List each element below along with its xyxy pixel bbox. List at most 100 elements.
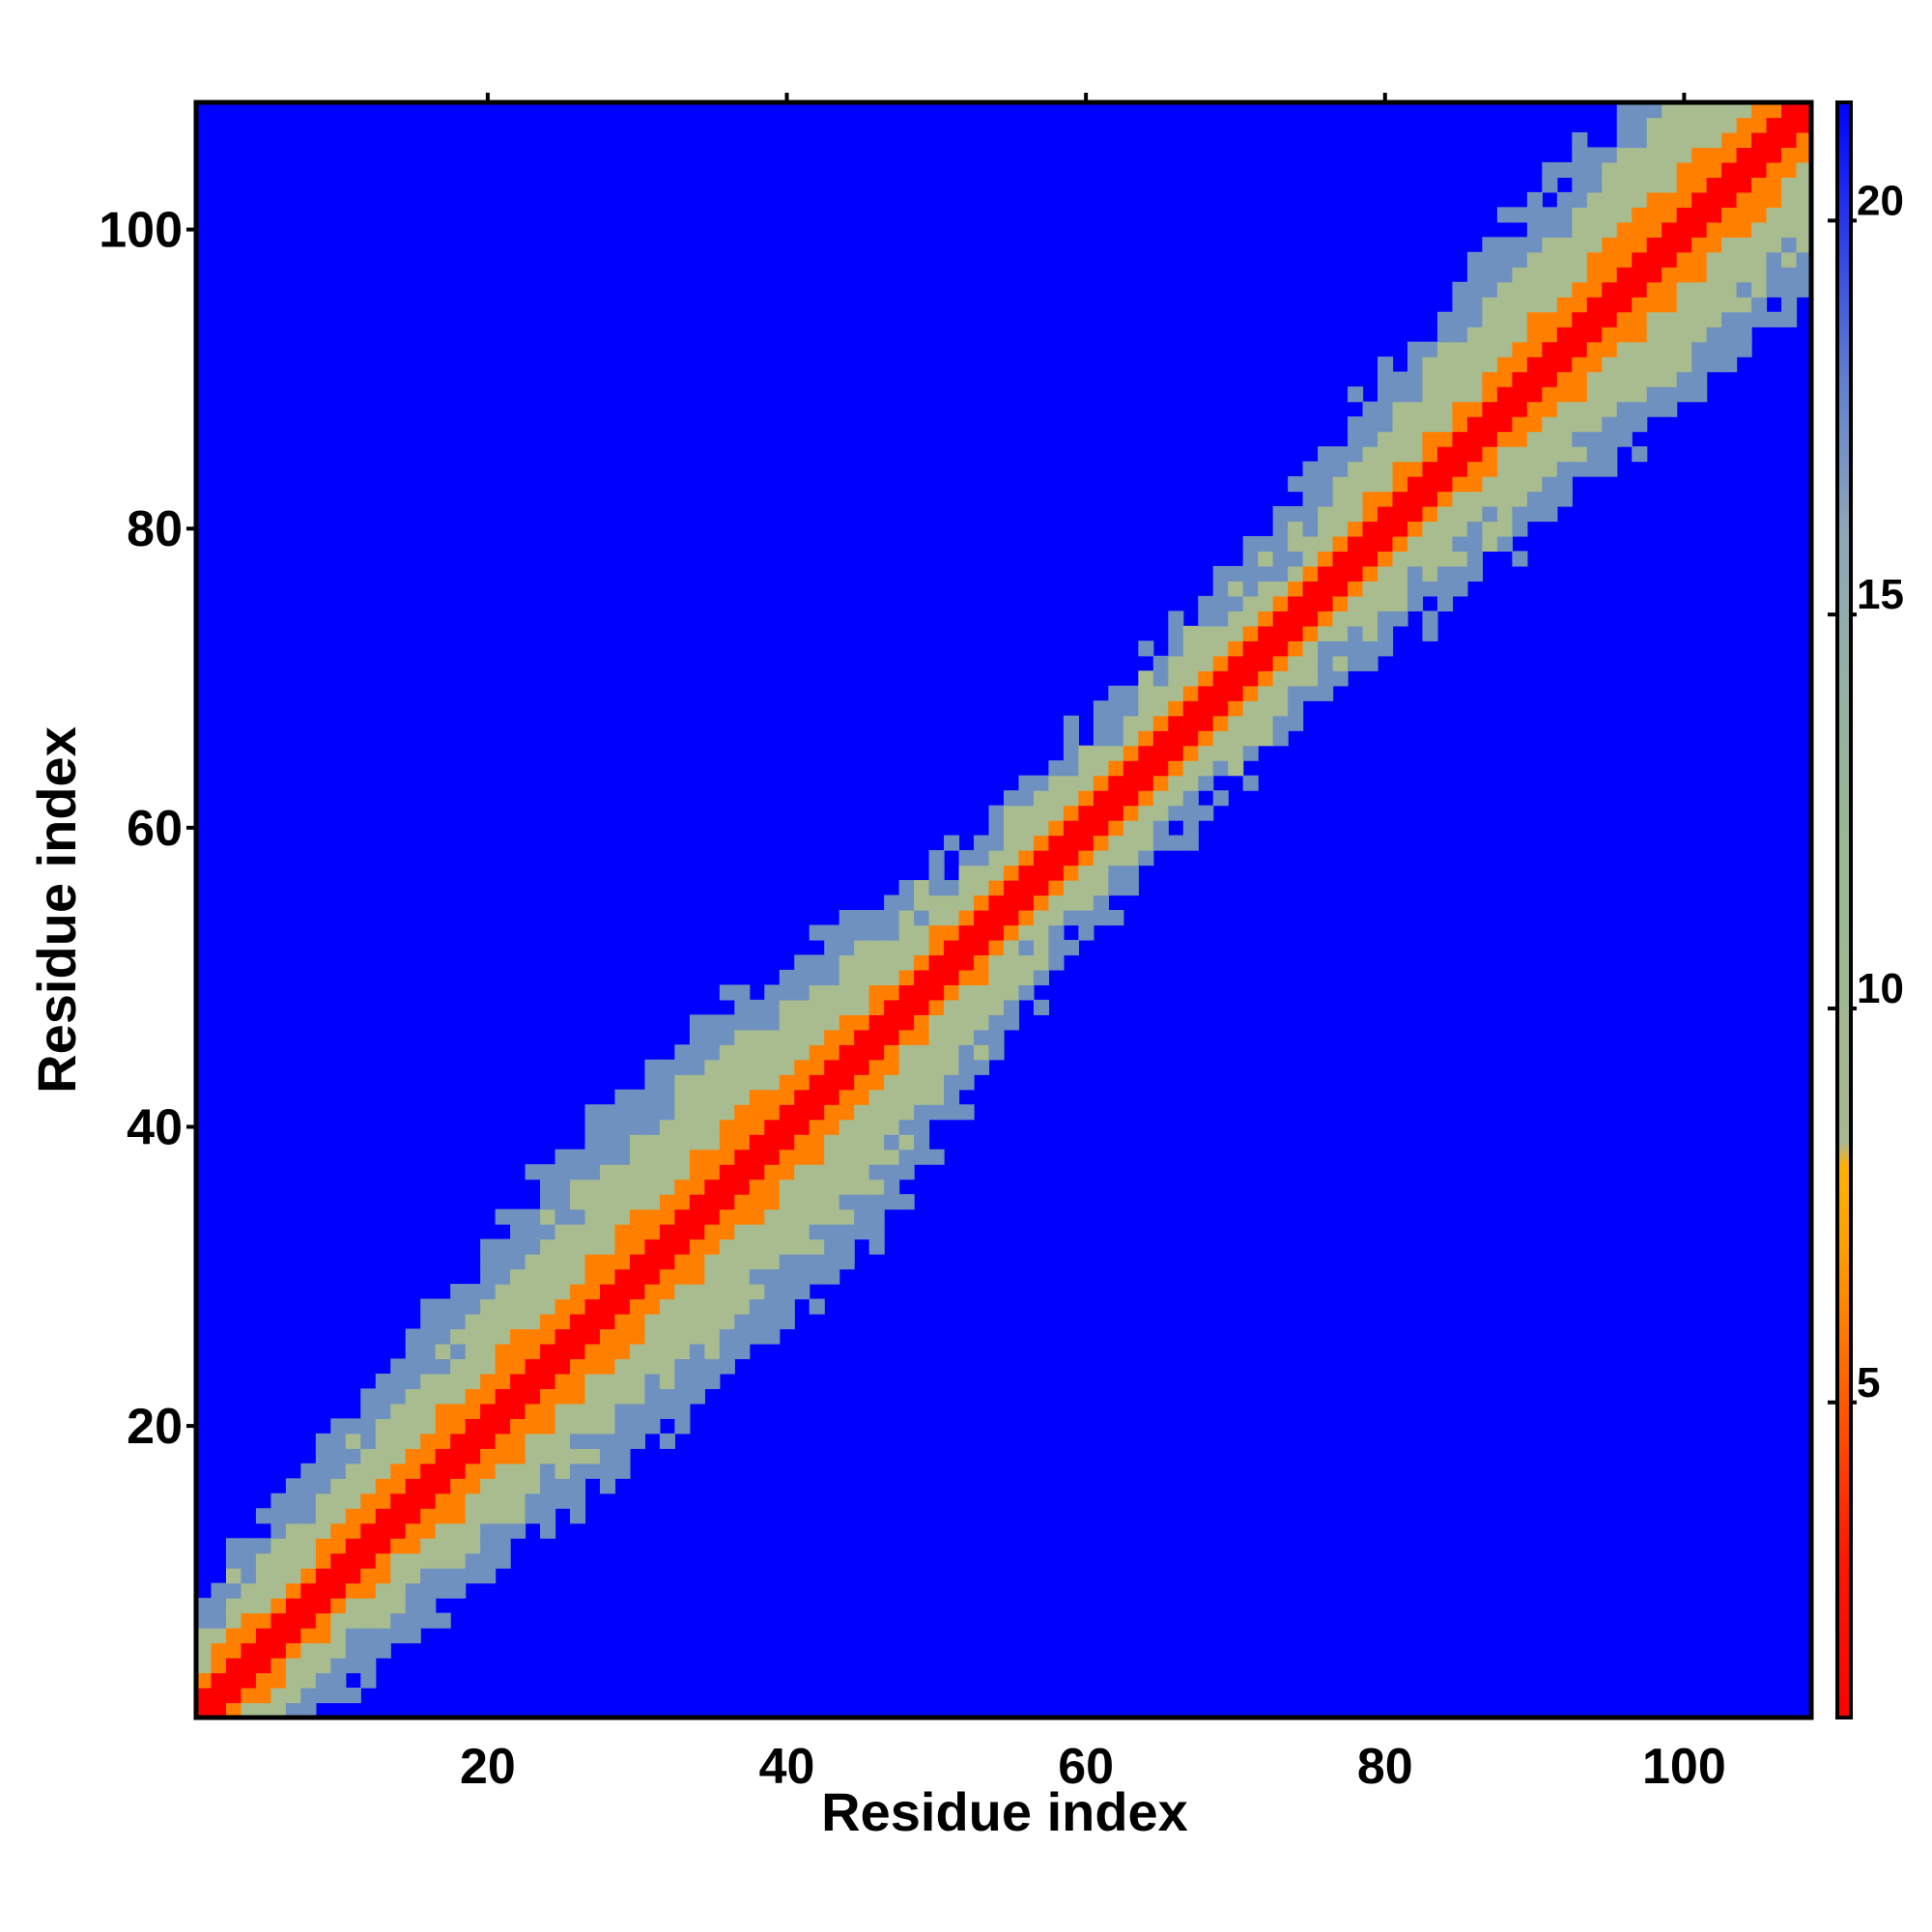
heatmap-cell xyxy=(764,1208,781,1225)
heatmap-cell xyxy=(1378,506,1394,523)
heatmap-cell xyxy=(315,1433,331,1449)
y-tick-label: 40 xyxy=(127,1099,183,1155)
heatmap-cell xyxy=(1048,880,1065,896)
heatmap-cell xyxy=(629,1403,646,1419)
heatmap-cell xyxy=(1556,297,1573,313)
heatmap-cell xyxy=(884,1104,900,1121)
heatmap-cell xyxy=(1526,506,1543,523)
heatmap-cell xyxy=(1108,790,1124,807)
heatmap-cell xyxy=(988,954,1005,971)
heatmap-cell xyxy=(659,1268,676,1285)
heatmap-cell xyxy=(1392,595,1408,611)
heatmap-cell xyxy=(1646,251,1662,268)
heatmap-cell xyxy=(540,1238,556,1255)
heatmap-cell xyxy=(554,1224,571,1240)
heatmap-cell xyxy=(600,1224,616,1240)
heatmap-cell xyxy=(779,1119,795,1135)
heatmap-cell xyxy=(495,1492,511,1509)
heatmap-cell xyxy=(495,1388,511,1405)
heatmap-cell xyxy=(390,1552,407,1569)
colorbar xyxy=(1835,100,1853,1719)
heatmap-cell xyxy=(809,1059,825,1075)
heatmap-cell xyxy=(854,1074,870,1091)
heatmap-cell xyxy=(465,1492,481,1509)
heatmap-cell xyxy=(1152,835,1169,851)
heatmap-cell xyxy=(644,1418,661,1435)
heatmap-cell xyxy=(1512,207,1528,223)
heatmap-cell xyxy=(300,1508,317,1524)
heatmap-cell xyxy=(1392,416,1408,433)
heatmap-cell xyxy=(674,1238,691,1255)
heatmap-cell xyxy=(1198,700,1214,717)
heatmap-cell xyxy=(749,1164,765,1180)
heatmap-cell xyxy=(1452,521,1468,537)
heatmap-cell xyxy=(1332,535,1349,553)
heatmap-cell xyxy=(1168,670,1184,687)
heatmap-cell xyxy=(674,1358,691,1375)
heatmap-cell xyxy=(420,1314,437,1330)
heatmap-cell xyxy=(600,1134,616,1151)
heatmap-cell xyxy=(510,1224,526,1240)
heatmap-cell xyxy=(270,1568,287,1584)
heatmap-cell xyxy=(974,954,990,971)
heatmap-cell xyxy=(1512,416,1528,433)
heatmap-cell xyxy=(1108,715,1124,731)
heatmap-cell xyxy=(1152,700,1169,717)
heatmap-cell xyxy=(420,1598,437,1614)
heatmap-cell xyxy=(1466,341,1484,357)
heatmap-cell xyxy=(1407,581,1424,597)
heatmap-cell xyxy=(689,1194,705,1210)
heatmap-cell xyxy=(315,1612,331,1629)
heatmap-cell xyxy=(600,1343,616,1360)
heatmap-cell xyxy=(614,1224,631,1240)
heatmap-cell xyxy=(360,1628,377,1644)
heatmap-cell xyxy=(360,1448,377,1464)
heatmap-cell xyxy=(1318,565,1334,582)
heatmap-cell xyxy=(480,1433,497,1449)
heatmap-cell xyxy=(570,1164,586,1180)
heatmap-cell xyxy=(1542,281,1558,298)
heatmap-cell xyxy=(1736,237,1752,253)
heatmap-cell xyxy=(1452,461,1468,477)
heatmap-cell xyxy=(510,1448,526,1464)
heatmap-cell xyxy=(824,1149,840,1165)
heatmap-cell xyxy=(570,1298,586,1315)
heatmap-cell xyxy=(1706,191,1722,208)
heatmap-cell xyxy=(1466,461,1484,477)
heatmap-cell xyxy=(1436,565,1454,582)
heatmap-cell xyxy=(764,1044,781,1061)
heatmap-cell xyxy=(420,1403,437,1419)
heatmap-cell xyxy=(854,1014,870,1031)
heatmap-cell xyxy=(1526,446,1543,463)
heatmap-cell xyxy=(659,1388,676,1405)
heatmap-cell xyxy=(914,939,930,956)
heatmap-cell xyxy=(704,1373,721,1390)
heatmap-cell xyxy=(1691,102,1708,119)
heatmap-cell xyxy=(1796,117,1812,133)
heatmap-cell xyxy=(584,1179,601,1195)
heatmap-cell xyxy=(480,1298,497,1315)
heatmap-cell xyxy=(1751,131,1768,149)
heatmap-cell xyxy=(928,1104,945,1121)
heatmap-cell xyxy=(1272,730,1289,747)
heatmap-cell xyxy=(211,1672,227,1689)
heatmap-cell xyxy=(734,1268,751,1285)
heatmap-cell xyxy=(734,1343,751,1360)
heatmap-cell xyxy=(1288,551,1304,567)
heatmap-cell xyxy=(1512,476,1528,493)
heatmap-cell xyxy=(1512,311,1528,327)
heatmap-cell xyxy=(719,1089,735,1105)
heatmap-cell xyxy=(540,1268,556,1285)
heatmap-cell xyxy=(868,1104,885,1121)
heatmap-cell xyxy=(540,1388,556,1405)
heatmap-cell xyxy=(480,1568,497,1584)
heatmap-cell xyxy=(1242,715,1259,731)
heatmap-cell xyxy=(1662,311,1678,327)
heatmap-cell xyxy=(614,1373,631,1390)
heatmap-cell xyxy=(1348,431,1364,447)
heatmap-cell xyxy=(1466,491,1484,507)
heatmap-cell xyxy=(1348,506,1364,523)
heatmap-cell xyxy=(1407,595,1424,611)
heatmap-cell xyxy=(480,1552,497,1569)
